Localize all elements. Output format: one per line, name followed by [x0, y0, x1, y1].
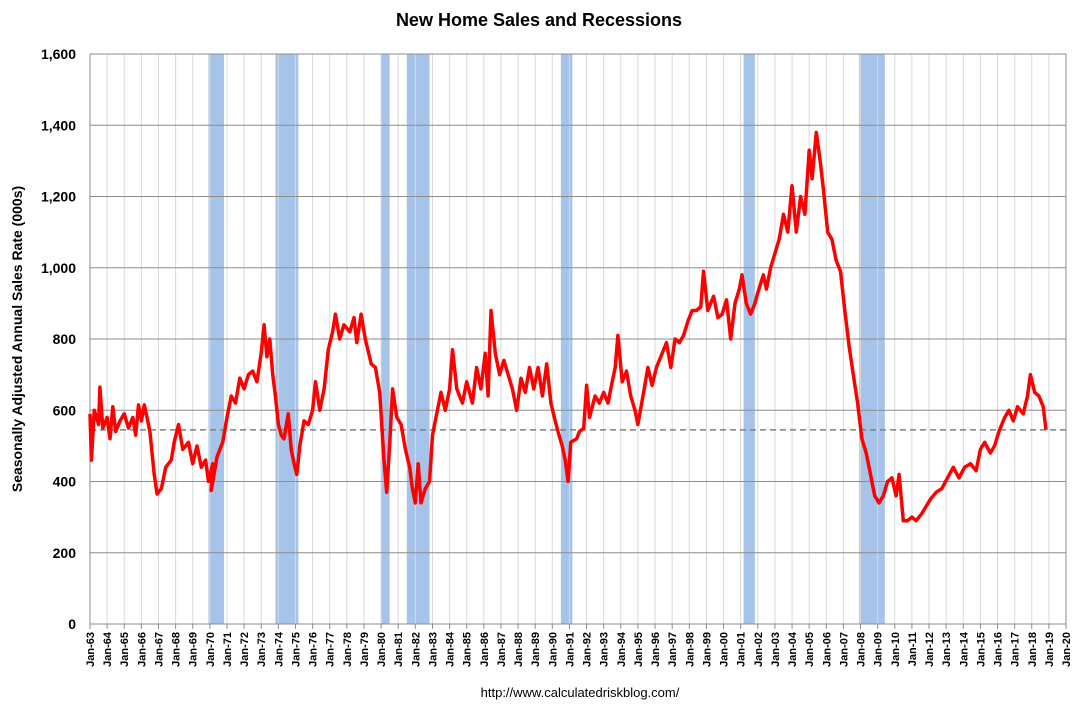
x-tick-label: Jan-95	[633, 632, 645, 667]
y-tick-label: 600	[53, 402, 77, 418]
x-tick-label: Jan-76	[308, 632, 320, 667]
x-tick-label: Jan-66	[136, 632, 148, 667]
x-tick-label: Jan-83	[427, 632, 439, 667]
x-tick-label: Jan-79	[359, 632, 371, 667]
x-tick-label: Jan-03	[770, 632, 782, 667]
x-tick-label: Jan-12	[924, 632, 936, 667]
y-tick-label: 800	[53, 331, 77, 347]
x-tick-label: Jan-14	[958, 631, 970, 667]
plot-border	[89, 53, 1067, 625]
x-tick-label: Jan-88	[513, 632, 525, 667]
x-tick-label: Jan-93	[599, 632, 611, 667]
x-tick-label: Jan-05	[804, 632, 816, 667]
x-tick-label: Jan-84	[445, 631, 457, 667]
x-tick-label: Jan-85	[462, 632, 474, 667]
y-tick-label: 1,400	[41, 117, 76, 133]
x-tick-label: Jan-07	[838, 632, 850, 667]
y-tick-label: 200	[53, 545, 77, 561]
x-tick-label: Jan-69	[188, 632, 200, 667]
x-tick-label: Jan-18	[1027, 632, 1039, 667]
y-tick-label: 1,600	[41, 46, 76, 62]
x-tick-label: Jan-99	[701, 632, 713, 667]
x-tick-label: Jan-06	[821, 632, 833, 667]
x-tick-label: Jan-77	[325, 632, 337, 667]
x-tick-label: Jan-73	[256, 632, 268, 667]
x-tick-label: Jan-86	[479, 632, 491, 667]
gridlines	[89, 53, 1067, 625]
x-tick-label: Jan-92	[582, 632, 594, 667]
x-tick-label: Jan-67	[153, 632, 165, 667]
y-tick-label: 1,200	[41, 189, 76, 205]
x-tick-label: Jan-02	[753, 632, 765, 667]
x-tick-label: Jan-75	[290, 632, 302, 667]
y-tick-label: 1,000	[41, 260, 76, 276]
x-tick-label: Jan-19	[1044, 632, 1056, 667]
x-tick-label: Jan-63	[85, 632, 97, 667]
x-tick-label: Jan-80	[376, 632, 388, 667]
source-url: http://www.calculatedriskblog.com/	[481, 685, 680, 700]
x-tick-label: Jan-94	[616, 631, 628, 667]
x-tick-label: Jan-01	[736, 632, 748, 667]
chart-title: New Home Sales and Recessions	[396, 10, 682, 30]
x-tick-label: Jan-64	[102, 631, 114, 667]
y-tick-label: 400	[53, 474, 77, 490]
x-tick-label: Jan-97	[667, 632, 679, 667]
x-axis: Jan-63 Jan-64 Jan-65 Jan-66 Jan-67 Jan-68 Jan-…	[85, 624, 1073, 667]
x-tick-label: Jan-96	[650, 632, 662, 667]
x-tick-label: Jan-78	[342, 632, 354, 667]
x-tick-label: Jan-11	[907, 632, 919, 666]
x-tick-label: Jan-04	[787, 631, 799, 667]
x-tick-label: Jan-81	[393, 632, 405, 667]
x-tick-label: Jan-17	[1010, 632, 1022, 667]
x-tick-label: Jan-20	[1061, 632, 1073, 667]
x-tick-label: Jan-82	[410, 632, 422, 667]
series-line-new-home-sales	[88, 130, 1048, 523]
x-tick-label: Jan-71	[222, 632, 234, 667]
x-tick-label: Jan-91	[564, 632, 576, 667]
y-axis-label: Seasonally Adjusted Annual Sales Rate (0…	[9, 186, 25, 492]
x-tick-label: Jan-15	[975, 632, 987, 667]
x-tick-label: Jan-87	[496, 632, 508, 667]
x-tick-label: Jan-70	[205, 632, 217, 667]
x-tick-label: Jan-16	[993, 632, 1005, 667]
x-tick-label: Jan-68	[171, 632, 183, 667]
x-tick-label: Jan-74	[273, 631, 285, 667]
x-tick-label: Jan-98	[684, 632, 696, 667]
x-tick-label: Jan-72	[239, 632, 251, 667]
x-tick-label: Jan-10	[890, 632, 902, 667]
x-tick-label: Jan-08	[856, 632, 868, 667]
x-tick-label: Jan-89	[530, 632, 542, 667]
x-tick-label: Jan-90	[547, 632, 559, 667]
x-tick-label: Jan-65	[119, 632, 131, 667]
y-axis: 0 200 400 600 800 1,000 1,200 1,400 1,600	[41, 46, 76, 632]
x-tick-label: Jan-00	[719, 632, 731, 667]
x-tick-label: Jan-13	[941, 632, 953, 667]
x-tick-label: Jan-09	[873, 632, 885, 667]
y-tick-label: 0	[68, 616, 76, 632]
